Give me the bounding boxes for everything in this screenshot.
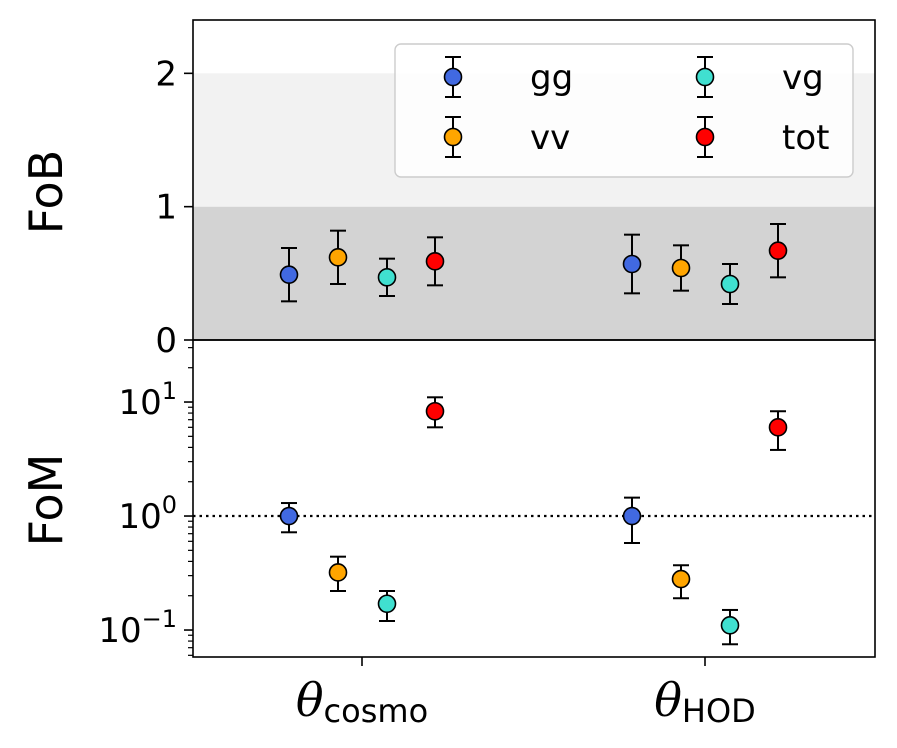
fom-point-vv-HOD-marker xyxy=(671,569,691,589)
fom-point-vg-HOD-marker xyxy=(720,616,740,635)
fom-ytick-label-2: 101 xyxy=(118,377,177,423)
legend-box xyxy=(394,43,854,178)
fob-point-tot-cosmo xyxy=(425,236,445,287)
fob-point-vv-cosmo-marker xyxy=(328,248,348,267)
fom-ytick-label-0: 10−1 xyxy=(98,605,177,651)
fom-point-vg-cosmo xyxy=(377,589,397,623)
legend-label-gg: gg xyxy=(530,58,573,98)
legend-entry-gg: gg xyxy=(443,56,573,98)
fom-ytick-label-1: 100 xyxy=(118,491,177,537)
fom-point-gg-HOD-marker xyxy=(622,506,642,526)
fom-point-vg-cosmo-marker xyxy=(377,594,397,614)
fob-point-gg-cosmo xyxy=(279,247,299,303)
fom-axes-frame xyxy=(192,339,876,658)
legend-marker-vg xyxy=(695,67,715,87)
fob-markers xyxy=(279,223,788,305)
fom-point-tot-cosmo-marker xyxy=(425,401,445,421)
legend-marker-gg xyxy=(443,67,463,87)
fob-point-vg-cosmo-marker xyxy=(377,268,397,287)
x-ticks: θcosmo θHOD xyxy=(296,657,756,730)
fob-point-tot-cosmo-marker xyxy=(425,252,445,271)
fob-point-gg-cosmo-marker xyxy=(279,265,299,284)
fom-point-tot-HOD-marker xyxy=(768,418,788,437)
fom-point-vg-HOD xyxy=(720,608,740,646)
fob-point-tot-HOD xyxy=(768,223,788,279)
fob-ytick-label-2: 2 xyxy=(155,54,177,94)
legend-label-tot: tot xyxy=(782,118,829,158)
fob-point-vg-HOD xyxy=(720,263,740,305)
fob-point-vv-cosmo xyxy=(328,229,348,285)
legend-label-vv: vv xyxy=(530,118,570,158)
legend-entry-tot: tot xyxy=(695,116,829,158)
fob-point-vv-HOD xyxy=(671,244,691,292)
fom-y-ticks: 10−1 100 101 xyxy=(98,347,193,656)
legend: gg vv vg tot xyxy=(394,43,854,178)
fom-y-label: FoM xyxy=(19,454,73,547)
fom-point-gg-HOD xyxy=(622,496,642,544)
fob-y-ticks: 0 1 2 xyxy=(155,54,193,361)
legend-entry-vv: vv xyxy=(443,116,570,158)
fom-point-gg-cosmo xyxy=(279,502,299,534)
fob-point-vv-HOD-marker xyxy=(671,258,691,278)
fob-point-vg-HOD-marker xyxy=(720,274,740,294)
legend-marker-vv xyxy=(443,127,463,147)
fom-point-gg-cosmo-marker xyxy=(279,506,299,526)
legend-label-vg: vg xyxy=(782,58,824,98)
xtick-label-HOD: θHOD xyxy=(654,673,756,730)
fob-y-label: FoB xyxy=(19,150,73,235)
fob-ytick-label-1: 1 xyxy=(155,188,177,228)
fom-point-vv-HOD xyxy=(671,564,691,600)
fom-point-vv-cosmo xyxy=(328,555,348,592)
fob-band-0 xyxy=(193,206,875,340)
legend-entry-vg: vg xyxy=(695,56,824,98)
fob-ytick-label-0: 0 xyxy=(155,321,177,361)
fob-point-vg-cosmo xyxy=(377,257,397,297)
legend-marker-tot xyxy=(695,127,715,147)
fob-point-gg-HOD-marker xyxy=(622,254,642,274)
fom-point-tot-cosmo xyxy=(425,396,445,429)
fom-point-vv-cosmo-marker xyxy=(328,563,348,582)
fom-markers xyxy=(279,396,788,646)
fob-point-gg-HOD xyxy=(622,233,642,295)
xtick-label-cosmo: θcosmo xyxy=(296,673,428,730)
fob-point-tot-HOD-marker xyxy=(768,241,788,260)
fom-point-tot-HOD xyxy=(768,410,788,451)
